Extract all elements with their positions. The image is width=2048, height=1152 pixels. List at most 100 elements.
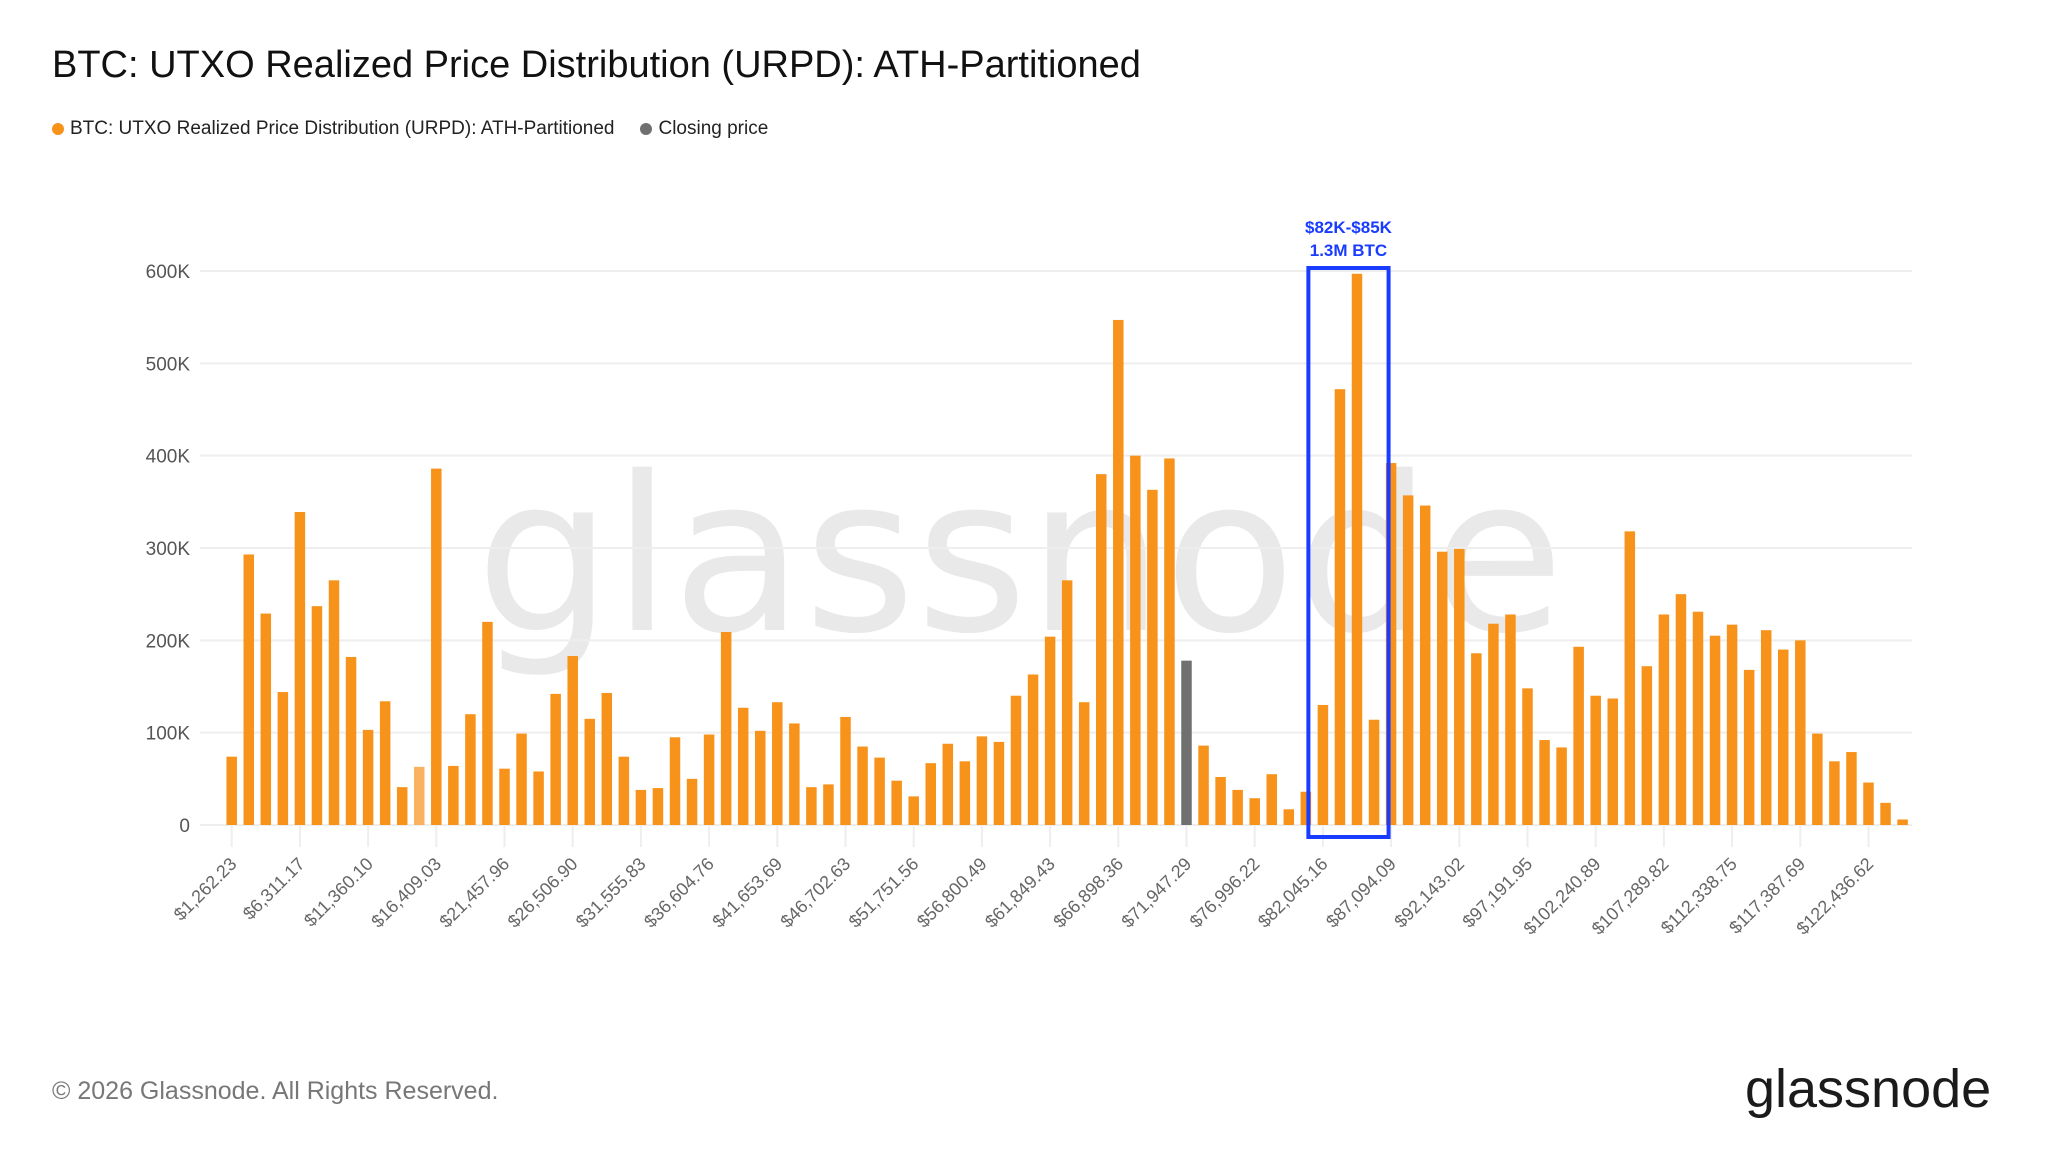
- bar: [1078, 702, 1090, 825]
- bar: [823, 784, 834, 825]
- bar: [1147, 489, 1158, 825]
- bar: [533, 771, 544, 825]
- bar: [1539, 740, 1550, 825]
- bar: [1198, 745, 1209, 825]
- watermark: glassnode: [476, 430, 1565, 681]
- x-tick-label: $66,898.36: [1049, 854, 1127, 932]
- x-axis: $1,262.23$6,311.17$11,360.10$16,409.03$2…: [170, 825, 1877, 939]
- bar: [1573, 646, 1584, 825]
- y-axis: 0 100K 200K 300K 400K 500K 600K: [146, 262, 191, 837]
- bar: [891, 780, 902, 825]
- bar: [1607, 698, 1618, 825]
- bar: [652, 788, 664, 825]
- chart-title: BTC: UTXO Realized Price Distribution (U…: [52, 44, 1141, 86]
- bar: [1743, 669, 1755, 825]
- bar: [1266, 774, 1277, 825]
- x-tick-label: $16,409.03: [367, 854, 445, 932]
- bar: [908, 796, 919, 825]
- bar: [993, 741, 1005, 825]
- bar: [1556, 747, 1567, 825]
- bar: [1096, 474, 1107, 825]
- bar: [1760, 630, 1772, 825]
- bar: [1829, 761, 1840, 825]
- bar: [550, 693, 561, 825]
- x-tick-label: $11,360.10: [300, 854, 377, 931]
- bar: [1402, 495, 1414, 825]
- bar: [1334, 389, 1346, 825]
- bar: [1010, 695, 1022, 825]
- bar: [857, 746, 868, 825]
- bar: [379, 701, 391, 825]
- bar: [260, 613, 272, 825]
- bar: [1454, 548, 1465, 825]
- legend-label: BTC: UTXO Realized Price Distribution (U…: [70, 118, 615, 139]
- annotation-range: $82K-$85K: [1305, 218, 1393, 237]
- bar: [431, 468, 442, 825]
- y-tick-label: 300K: [146, 539, 191, 560]
- bar: [277, 692, 289, 825]
- bar: [311, 606, 323, 825]
- x-tick-label: $26,506.90: [504, 854, 582, 932]
- closing-price-bar: [1181, 660, 1192, 825]
- copyright: © 2026 Glassnode. All Rights Reserved.: [52, 1077, 499, 1105]
- bar: [243, 554, 254, 825]
- y-tick-label: 500K: [146, 354, 191, 375]
- bar: [362, 729, 374, 825]
- annotation-box: [1306, 266, 1391, 839]
- bar: [925, 763, 936, 825]
- bar: [567, 656, 578, 825]
- bar: [396, 787, 408, 825]
- legend-dot-orange: [52, 123, 64, 135]
- x-tick-label: $46,702.63: [776, 854, 854, 932]
- bar: [1437, 551, 1448, 825]
- bar: [669, 737, 681, 825]
- bar: [1061, 580, 1073, 825]
- glassnode-logo: glassnode: [1745, 1059, 1992, 1119]
- bar: [1317, 704, 1329, 825]
- y-tick-label: 400K: [146, 447, 191, 468]
- bar: [1726, 624, 1738, 825]
- x-tick-label: $21,457.96: [435, 854, 513, 932]
- annotation-amount: 1.3M BTC: [1310, 241, 1387, 260]
- x-tick-label: $82,045.16: [1254, 854, 1332, 932]
- bar: [789, 723, 800, 825]
- bar: [1590, 695, 1601, 825]
- bar: [1812, 733, 1823, 825]
- bar: [414, 766, 425, 825]
- bar: [1641, 666, 1653, 825]
- x-tick-label: $1,262.23: [170, 854, 241, 925]
- bars: [226, 273, 1908, 825]
- bar: [1692, 611, 1704, 825]
- x-tick-label: $31,555.83: [572, 854, 650, 932]
- bar: [1027, 674, 1039, 825]
- bar: [1283, 809, 1295, 825]
- bar: [516, 733, 527, 825]
- bar: [482, 621, 493, 825]
- x-tick-label: $56,800.49: [913, 854, 991, 932]
- x-tick-label: $36,604.76: [640, 854, 718, 932]
- bar: [1863, 782, 1874, 825]
- bar: [618, 756, 630, 825]
- bar: [737, 707, 749, 825]
- bar: [635, 789, 647, 825]
- x-tick-label: $61,849.43: [981, 854, 1059, 932]
- bar: [1897, 819, 1908, 825]
- grid-lines: [200, 270, 1912, 826]
- bar: [1488, 623, 1499, 825]
- bar: [1709, 635, 1721, 825]
- bar: [1778, 649, 1789, 825]
- bar: [345, 656, 357, 825]
- bar: [1351, 273, 1363, 825]
- legend-item-urpd[interactable]: BTC: UTXO Realized Price Distribution (U…: [52, 118, 614, 140]
- bar: [1249, 798, 1260, 825]
- bar: [1044, 636, 1056, 825]
- bar: [1130, 455, 1141, 825]
- bar: [1880, 802, 1891, 825]
- legend-item-closing-price[interactable]: Closing price: [640, 118, 768, 140]
- y-tick-label: 0: [179, 816, 190, 837]
- y-tick-label: 600K: [146, 262, 191, 283]
- x-tick-label: $87,094.09: [1322, 854, 1400, 932]
- bar: [942, 743, 954, 825]
- bar: [1419, 505, 1431, 825]
- x-tick-label: $71,947.29: [1117, 854, 1195, 932]
